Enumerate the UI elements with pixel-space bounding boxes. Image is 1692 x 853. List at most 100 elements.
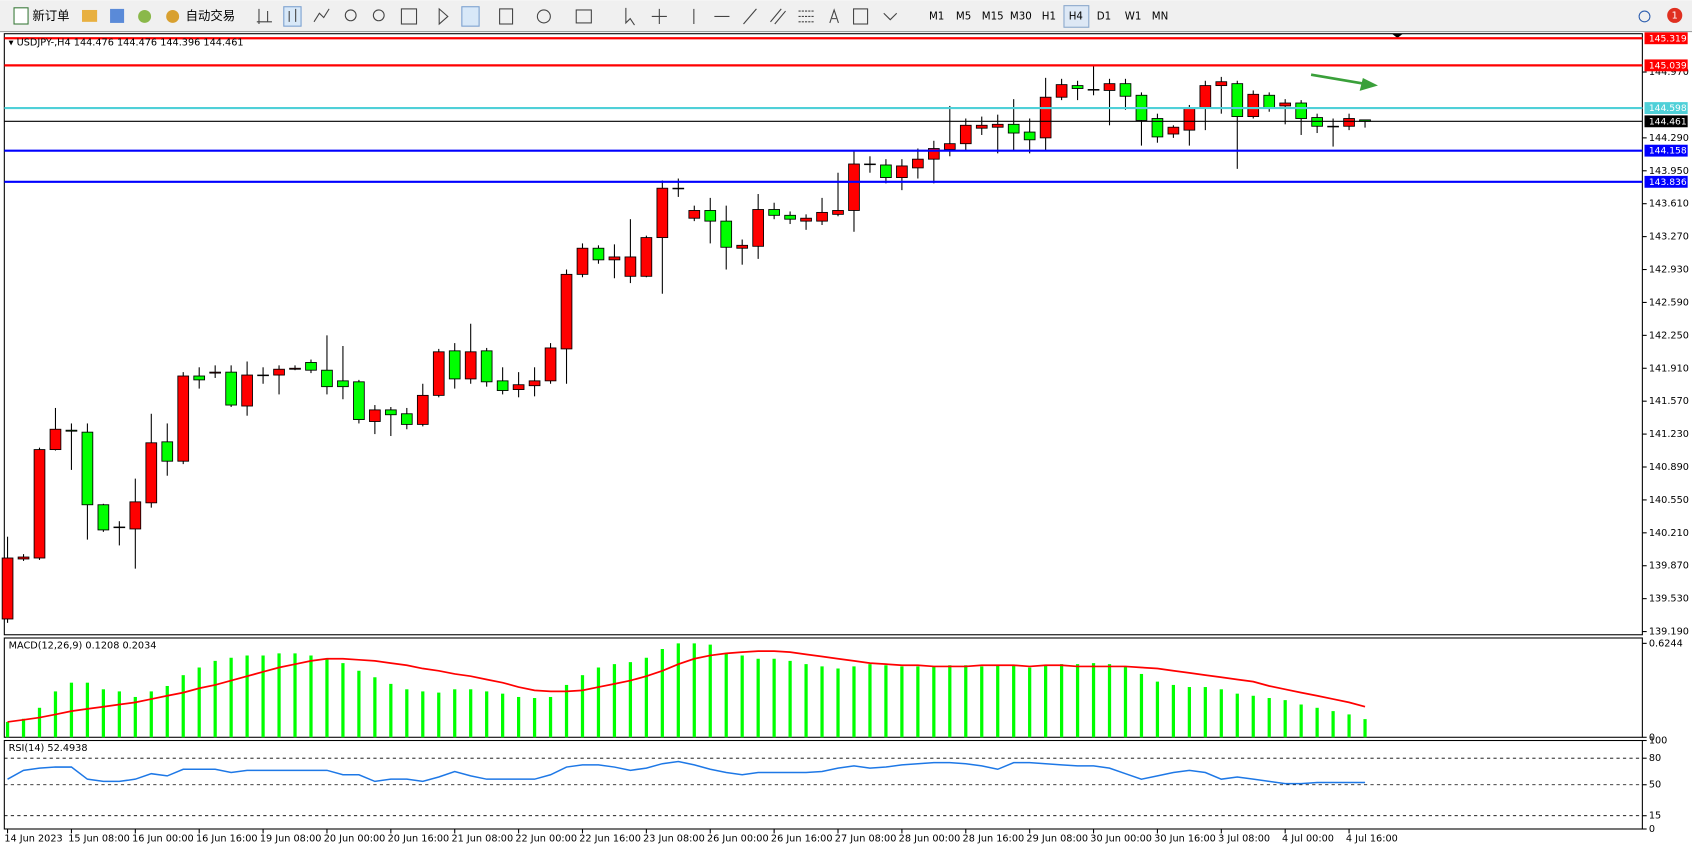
- candle-body: [97, 504, 110, 531]
- bar-chart-tool[interactable]: [256, 8, 272, 25]
- timeframe-button[interactable]: MN: [1152, 10, 1169, 22]
- autoscroll[interactable]: [438, 7, 449, 26]
- icon[interactable]: [138, 9, 152, 23]
- y-tick-label: 100: [1649, 736, 1668, 747]
- candle-tool-active[interactable]: [283, 6, 302, 27]
- timeframe-button[interactable]: H4: [1069, 10, 1083, 22]
- icon[interactable]: [82, 9, 98, 22]
- level-label-bg: [1644, 115, 1688, 128]
- candle-body: [816, 211, 828, 222]
- zoom-out[interactable]: [372, 9, 385, 22]
- notification-badge[interactable]: [1667, 7, 1683, 23]
- level-label-bg: [1644, 32, 1688, 45]
- candle-body: [17, 556, 30, 560]
- high-value: 144.476: [117, 37, 157, 48]
- candle-body: [672, 187, 685, 190]
- timeframe-button[interactable]: W1: [1125, 10, 1142, 22]
- templates[interactable]: [575, 9, 592, 24]
- candle-body: [752, 209, 764, 247]
- zoom-in[interactable]: [344, 9, 357, 22]
- x-tick-label: 16 Jun 00:00: [132, 834, 194, 845]
- open-value: 144.476: [74, 37, 114, 48]
- x-tick-label: 16 Jun 16:00: [196, 834, 258, 845]
- arrow-head: [1359, 77, 1378, 91]
- periods[interactable]: [536, 9, 551, 24]
- symbol: USDJPY-,H4: [17, 37, 71, 48]
- candle-body: [928, 148, 940, 160]
- x-tick-label: 20 Jun 00:00: [324, 834, 386, 845]
- candle-body: [193, 375, 206, 381]
- toolbar: [0, 0, 1692, 32]
- candle-body: [880, 164, 892, 178]
- candle-body: [209, 371, 221, 374]
- active-timeframe-bg: [1063, 5, 1090, 28]
- search[interactable]: [1638, 10, 1651, 23]
- trendline[interactable]: [743, 8, 757, 25]
- timeframe-button[interactable]: M1: [929, 10, 944, 22]
- channel[interactable]: [770, 8, 786, 25]
- arrow-shaft: [1310, 73, 1363, 85]
- annotation-arrow: [1310, 73, 1378, 91]
- y-tick-label: 143.950: [1649, 166, 1689, 177]
- timeframe-button[interactable]: D1: [1097, 10, 1111, 22]
- icon[interactable]: [110, 8, 125, 23]
- candle-body: [1263, 94, 1276, 109]
- timeframe-button[interactable]: H1: [1042, 10, 1056, 22]
- shift-marker: [1392, 33, 1403, 39]
- level-label-bg: [1644, 144, 1688, 157]
- candle-body: [416, 394, 429, 425]
- auto-trading-button[interactable]: 自动交易: [166, 8, 235, 23]
- price-panel: [3, 33, 1643, 636]
- x-tick-label: 30 Jun 00:00: [1090, 834, 1152, 845]
- candle-body: [800, 217, 812, 222]
- auto-trading-icon: [166, 9, 180, 23]
- candle-body: [385, 409, 397, 416]
- candle-body: [33, 449, 46, 559]
- candle-body: [464, 351, 477, 380]
- macd-header: MACD(12,26,9) 0.1208 0.2034: [9, 641, 157, 652]
- x-tick-label: 22 Jun 16:00: [579, 834, 641, 845]
- fibonacci[interactable]: [798, 10, 814, 23]
- x-tick-label: 15 Jun 08:00: [68, 834, 130, 845]
- candle-body: [688, 210, 701, 219]
- label-tool[interactable]: [853, 8, 869, 25]
- candle-body: [113, 526, 126, 529]
- crosshair[interactable]: [651, 8, 667, 25]
- candle-body: [289, 367, 301, 370]
- new-order-label: 新订单: [32, 8, 69, 23]
- candle-body: [544, 347, 557, 382]
- arrows-tool[interactable]: [883, 12, 898, 21]
- text-tool[interactable]: [829, 8, 839, 24]
- line-chart-tool[interactable]: [313, 8, 330, 23]
- candle-body: [1279, 102, 1292, 107]
- chart-shift[interactable]: [461, 6, 480, 27]
- timeframe-button[interactable]: M15: [982, 10, 1004, 22]
- x-tick-label: 21 Jun 08:00: [451, 834, 513, 845]
- signal-line: [7, 650, 1366, 723]
- notification-count: 1: [1672, 10, 1678, 21]
- new-order-button[interactable]: 新订单: [13, 7, 70, 25]
- timeframe-button[interactable]: M30: [1010, 10, 1032, 22]
- candle-body: [1151, 118, 1164, 138]
- price-header: ▾ USDJPY-,H4 144.476 144.476 144.396 144…: [9, 37, 244, 48]
- y-tick-label: 0.6244: [1649, 638, 1683, 649]
- y-tick-label: 140.890: [1649, 462, 1689, 473]
- candle-body: [896, 165, 908, 178]
- tile[interactable]: [400, 8, 418, 25]
- indicators[interactable]: [499, 8, 514, 25]
- y-tick-label: 142.590: [1649, 297, 1689, 308]
- macd-value: 0.1208: [85, 641, 119, 652]
- candle-body: [736, 244, 749, 249]
- candle-body: [975, 124, 988, 129]
- candle-body: [991, 123, 1004, 128]
- candle-body: [225, 371, 237, 406]
- candle-body: [1167, 126, 1180, 135]
- rsi-value: 52.4938: [47, 743, 87, 754]
- cursor[interactable]: [625, 7, 635, 26]
- candle-body: [241, 374, 253, 407]
- candle-body: [129, 501, 142, 530]
- candle-body: [1023, 131, 1036, 141]
- y-tick-label: 144.970: [1649, 67, 1689, 78]
- timeframe-button[interactable]: M5: [956, 10, 971, 22]
- candle-tool[interactable]: [288, 8, 297, 22]
